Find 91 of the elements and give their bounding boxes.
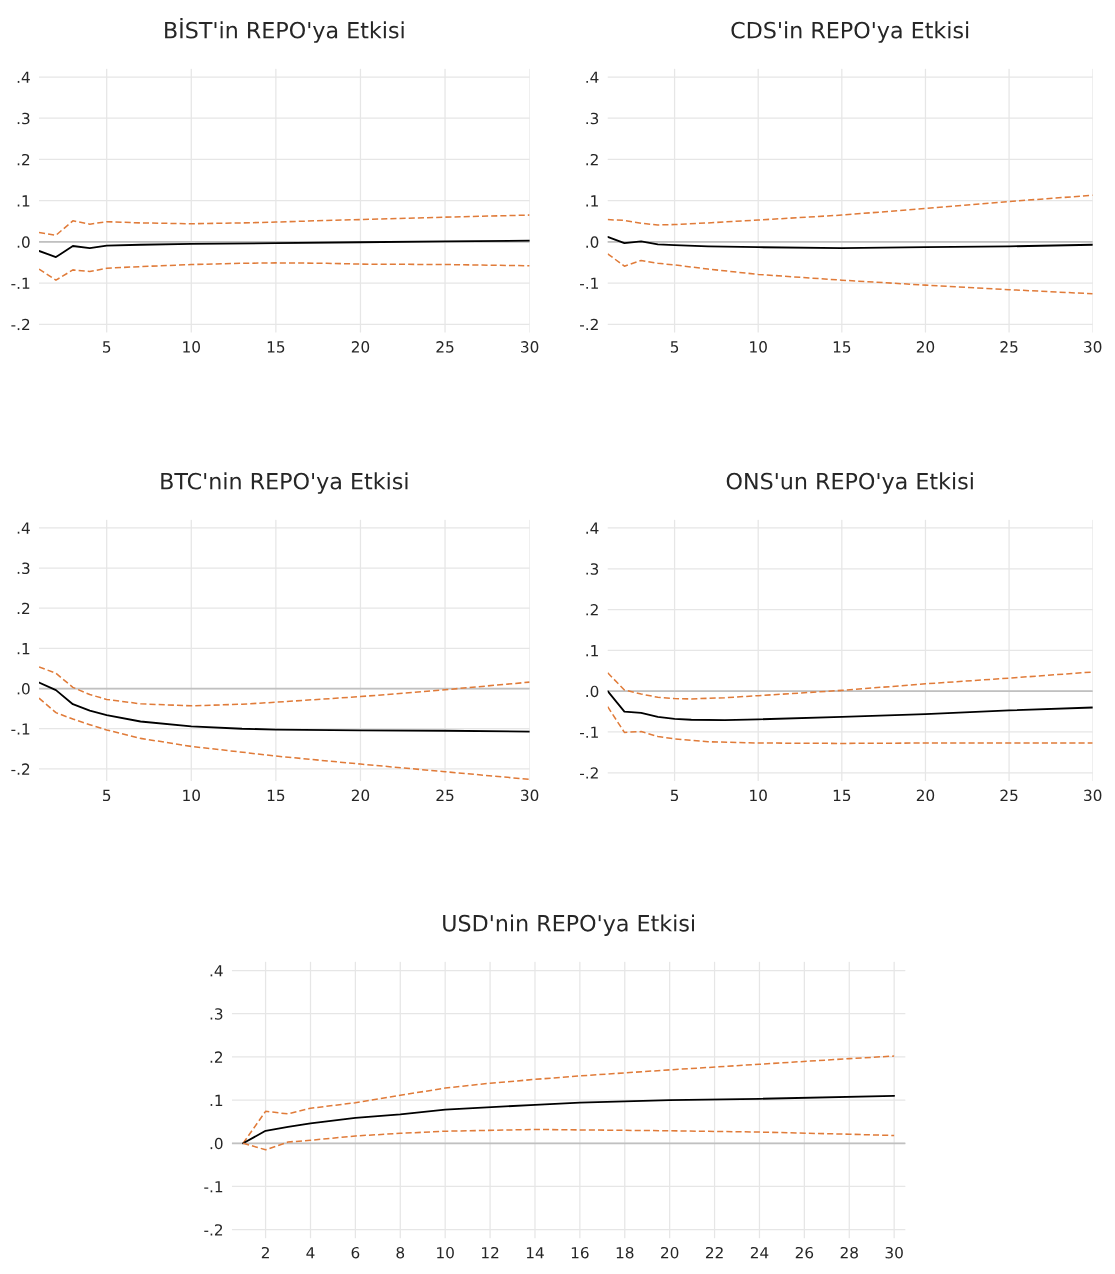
x-tick-label: 12 <box>482 1246 499 1259</box>
y-tick-label: -.1 <box>11 723 30 735</box>
x-tick-label: 30 <box>1084 341 1102 353</box>
y-tick-label: .3 <box>586 563 599 575</box>
x-tick-label: 2 <box>261 1246 269 1259</box>
y-tick-label: .1 <box>17 195 30 207</box>
x-tick-label: 20 <box>916 341 935 353</box>
x-tick-label: 10 <box>750 789 767 802</box>
x-tick-label: 15 <box>267 341 285 353</box>
x-tick-label: 8 <box>396 1246 405 1259</box>
x-tick-label: 30 <box>521 341 539 353</box>
x-tick-label: 4 <box>306 1247 315 1259</box>
y-tick-label: .0 <box>17 683 30 695</box>
x-tick-label: 25 <box>1000 789 1018 802</box>
y-tick-label: -.2 <box>580 767 598 779</box>
y-tick-label: .4 <box>17 522 30 534</box>
y-tick-label: .1 <box>210 1094 223 1106</box>
chart-title: USD'nin REPO'ya Etkisi <box>443 914 694 936</box>
y-tick-label: -.2 <box>11 318 30 331</box>
y-tick-label: .4 <box>586 522 599 534</box>
line-series <box>607 253 1093 295</box>
x-tick-label: 24 <box>750 1246 769 1259</box>
x-tick-label: 6 <box>351 1246 360 1259</box>
line-series <box>39 214 530 237</box>
x-tick-label: 28 <box>840 1246 858 1259</box>
x-tick-label: 15 <box>267 789 285 802</box>
y-tick-label: -.1 <box>580 726 598 738</box>
x-tick-label: 5 <box>670 341 679 353</box>
chart-title: BİST'in REPO'ya Etkisi <box>165 17 404 43</box>
y-tick-label: .2 <box>586 153 598 166</box>
y-tick-label: -.2 <box>580 318 598 331</box>
y-tick-label: .0 <box>17 236 30 248</box>
x-tick-label: 20 <box>916 789 935 802</box>
x-tick-label: 20 <box>661 1246 679 1259</box>
x-tick-label: 15 <box>833 341 851 353</box>
x-tick-label: 10 <box>750 341 767 353</box>
y-tick-label: .4 <box>210 965 223 977</box>
x-tick-label: 5 <box>103 789 111 802</box>
x-tick-label: 26 <box>795 1246 814 1259</box>
chart-title: BTC'nin REPO'ya Etkisi <box>161 472 408 494</box>
x-tick-label: 10 <box>437 1246 454 1259</box>
y-tick-label: -.2 <box>11 763 30 775</box>
y-tick-label: .1 <box>586 645 598 657</box>
y-tick-label: .1 <box>17 643 30 655</box>
x-tick-label: 25 <box>436 789 454 802</box>
x-tick-label: 16 <box>571 1246 589 1259</box>
y-tick-label: .4 <box>17 71 30 83</box>
y-tick-label: .3 <box>17 112 30 125</box>
y-tick-label: .2 <box>586 604 598 616</box>
x-tick-label: 20 <box>351 789 370 802</box>
y-tick-label: .2 <box>210 1051 223 1063</box>
x-tick-label: 30 <box>885 1246 903 1259</box>
y-tick-label: .0 <box>586 685 599 698</box>
x-tick-label: 30 <box>1084 789 1102 802</box>
chart-title: ONS'un REPO'ya Etkisi <box>726 472 973 494</box>
x-tick-label: 5 <box>670 789 679 802</box>
line-series <box>39 681 530 733</box>
line-series <box>607 705 1093 745</box>
y-tick-label: .0 <box>586 236 599 248</box>
line-series <box>39 262 530 281</box>
x-tick-label: 10 <box>183 341 200 353</box>
y-tick-label: .2 <box>17 602 30 614</box>
x-tick-label: 22 <box>705 1246 723 1259</box>
y-tick-label: -.2 <box>204 1224 223 1236</box>
line-series <box>607 236 1093 249</box>
x-tick-label: 18 <box>616 1246 634 1259</box>
x-tick-label: 14 <box>526 1247 544 1259</box>
y-tick-label: .1 <box>586 195 598 207</box>
y-tick-label: .3 <box>210 1008 223 1020</box>
x-tick-label: 25 <box>436 341 454 353</box>
line-series <box>242 1094 896 1145</box>
x-tick-label: 5 <box>103 341 111 353</box>
y-tick-label: .3 <box>17 562 30 575</box>
y-tick-label: .3 <box>586 112 599 125</box>
line-series <box>39 697 530 781</box>
y-tick-label: .0 <box>210 1137 223 1150</box>
line-series <box>39 666 530 707</box>
y-tick-label: -.1 <box>204 1181 223 1193</box>
x-tick-label: 30 <box>521 789 539 802</box>
line-series <box>607 690 1093 722</box>
line-series <box>607 671 1093 700</box>
y-tick-label: .4 <box>586 71 599 83</box>
x-tick-label: 20 <box>351 341 370 353</box>
y-tick-label: .2 <box>17 153 30 166</box>
chart-title: CDS'in REPO'ya Etkisi <box>731 21 969 43</box>
x-tick-label: 15 <box>833 789 851 802</box>
x-tick-label: 25 <box>1000 341 1018 353</box>
x-tick-label: 10 <box>183 789 200 802</box>
y-tick-label: -.1 <box>11 277 30 289</box>
y-tick-label: -.1 <box>580 277 598 289</box>
line-series <box>39 239 530 259</box>
